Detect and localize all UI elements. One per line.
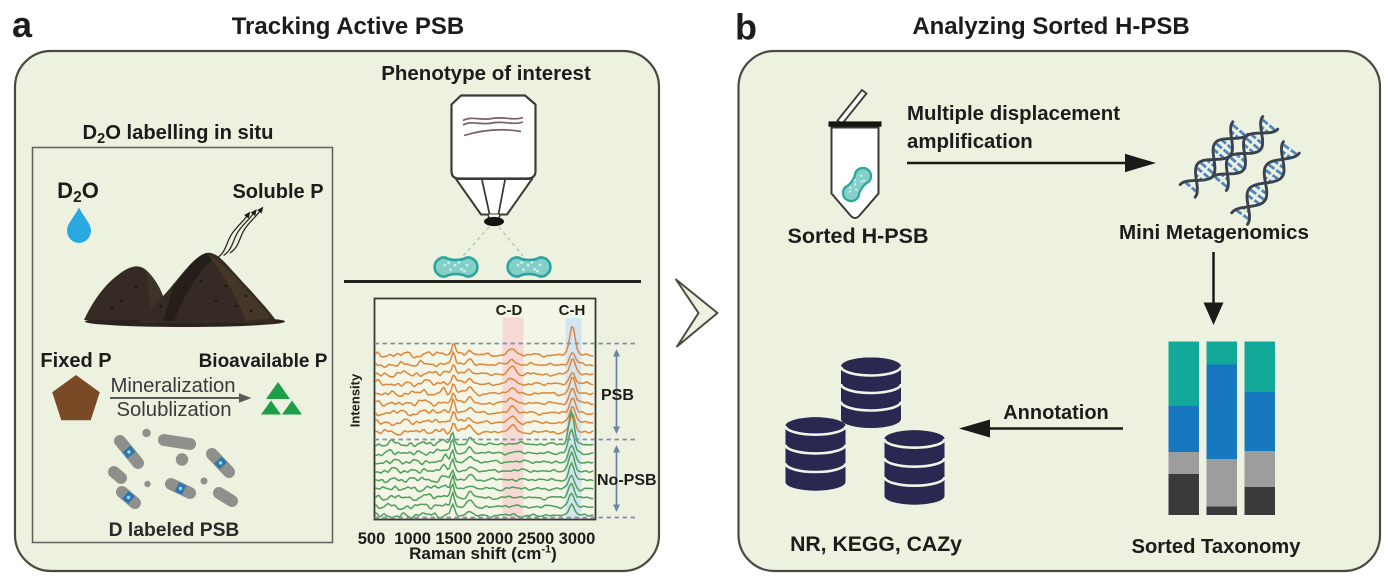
svg-text:1500: 1500 bbox=[435, 530, 472, 548]
svg-text:Analyzing Sorted H-PSB: Analyzing Sorted H-PSB bbox=[912, 13, 1189, 40]
svg-text:2500: 2500 bbox=[518, 530, 555, 548]
svg-text:Tracking Active PSB: Tracking Active PSB bbox=[232, 13, 465, 40]
svg-text:3000: 3000 bbox=[559, 530, 596, 548]
svg-text:Intensity: Intensity bbox=[348, 373, 363, 427]
svg-text:Solublization: Solublization bbox=[116, 399, 231, 421]
svg-text:1000: 1000 bbox=[394, 530, 431, 548]
svg-text:Raman shift (cm-1): Raman shift (cm-1) bbox=[409, 544, 557, 564]
svg-text:Sorted Taxonomy: Sorted Taxonomy bbox=[1131, 536, 1301, 558]
svg-text:C-H: C-H bbox=[559, 302, 586, 319]
svg-text:Multiple displacement: Multiple displacement bbox=[907, 103, 1120, 125]
svg-text:Bioavailable P: Bioavailable P bbox=[199, 351, 328, 372]
svg-text:Soluble P: Soluble P bbox=[232, 181, 323, 203]
svg-text:NR, KEGG, CAZy: NR, KEGG, CAZy bbox=[790, 533, 962, 556]
svg-text:Phenotype of interest: Phenotype of interest bbox=[381, 62, 591, 85]
svg-text:Mineralization: Mineralization bbox=[110, 375, 235, 397]
svg-text:D labeled PSB: D labeled PSB bbox=[109, 520, 240, 541]
svg-text:500: 500 bbox=[358, 530, 386, 548]
svg-text:PSB: PSB bbox=[601, 387, 634, 404]
svg-text:amplification: amplification bbox=[907, 131, 1033, 153]
svg-text:Fixed P: Fixed P bbox=[40, 350, 111, 372]
svg-text:D2O labelling in situ: D2O labelling in situ bbox=[83, 122, 274, 147]
svg-text:Annotation: Annotation bbox=[1003, 402, 1109, 424]
svg-text:b: b bbox=[735, 7, 757, 48]
svg-text:Sorted H-PSB: Sorted H-PSB bbox=[788, 224, 929, 248]
svg-text:2000: 2000 bbox=[476, 530, 513, 548]
svg-text:No-PSB: No-PSB bbox=[597, 472, 657, 489]
svg-text:D2O: D2O bbox=[57, 178, 99, 206]
svg-text:C-D: C-D bbox=[496, 302, 523, 319]
svg-text:Mini Metagenomics: Mini Metagenomics bbox=[1119, 221, 1309, 244]
svg-text:a: a bbox=[12, 4, 33, 45]
